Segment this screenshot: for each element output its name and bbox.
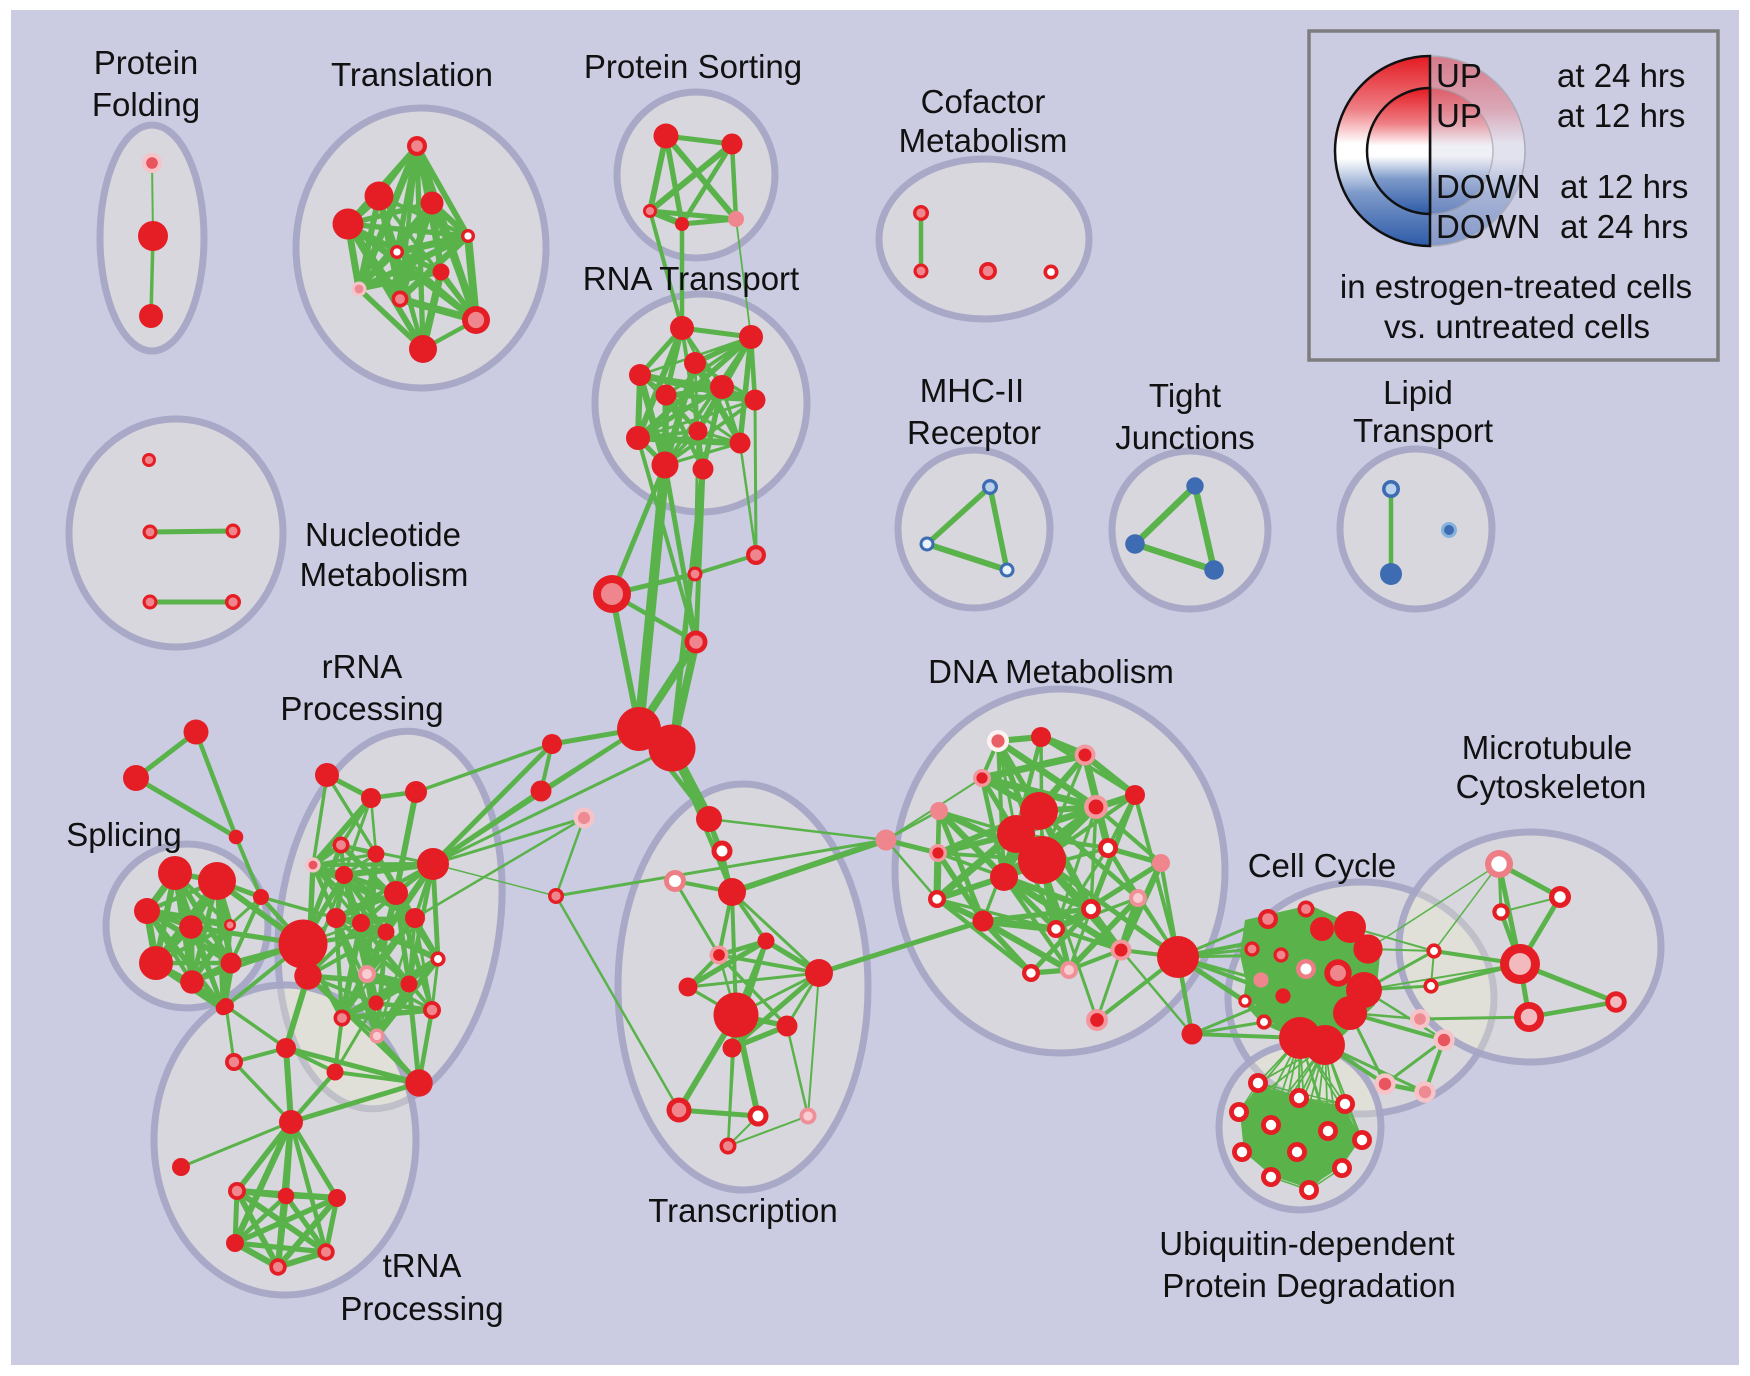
svg-text:in estrogen-treated cells: in estrogen-treated cells [1340,268,1692,305]
svg-text:Cell Cycle: Cell Cycle [1248,847,1397,884]
svg-text:Metabolism: Metabolism [899,122,1068,159]
svg-text:Protein Degradation: Protein Degradation [1162,1267,1456,1304]
svg-text:Processing: Processing [340,1290,503,1327]
svg-text:Cytoskeleton: Cytoskeleton [1456,768,1647,805]
svg-text:Splicing: Splicing [66,816,182,853]
svg-text:UP: UP [1436,97,1482,134]
svg-text:MHC-II: MHC-II [920,372,1024,409]
svg-text:DOWN: DOWN [1436,168,1540,205]
svg-text:Processing: Processing [280,690,443,727]
svg-text:at 12 hrs: at 12 hrs [1557,97,1685,134]
svg-text:vs. untreated cells: vs. untreated cells [1384,308,1650,345]
svg-text:rRNA: rRNA [322,648,403,685]
svg-text:Cofactor: Cofactor [921,83,1046,120]
svg-text:at 24 hrs: at 24 hrs [1560,208,1688,245]
svg-text:Protein Sorting: Protein Sorting [584,48,802,85]
svg-text:DNA Metabolism: DNA Metabolism [928,653,1174,690]
svg-text:Transport: Transport [1353,412,1493,449]
svg-text:Ubiquitin-dependent: Ubiquitin-dependent [1159,1225,1454,1262]
svg-text:Folding: Folding [92,86,200,123]
svg-text:at 24 hrs: at 24 hrs [1557,57,1685,94]
svg-text:Transcription: Transcription [648,1192,838,1229]
svg-text:DOWN: DOWN [1436,208,1540,245]
svg-text:Metabolism: Metabolism [300,556,469,593]
svg-text:UP: UP [1436,57,1482,94]
svg-text:Receptor: Receptor [907,414,1041,451]
svg-text:at 12 hrs: at 12 hrs [1560,168,1688,205]
svg-text:Translation: Translation [331,56,493,93]
svg-text:Junctions: Junctions [1115,419,1254,456]
svg-text:tRNA: tRNA [383,1247,462,1284]
svg-text:Tight: Tight [1149,377,1221,414]
svg-text:Nucleotide: Nucleotide [305,516,461,553]
svg-text:Protein: Protein [94,44,199,81]
svg-text:Microtubule: Microtubule [1462,729,1633,766]
svg-text:RNA Transport: RNA Transport [583,260,799,297]
svg-text:Lipid: Lipid [1383,374,1453,411]
